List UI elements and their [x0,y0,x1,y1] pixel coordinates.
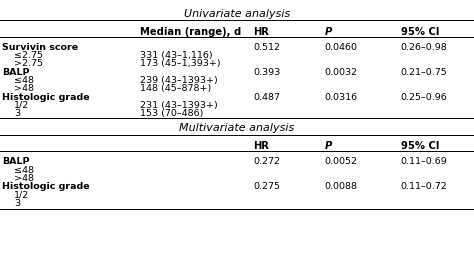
Text: >48: >48 [14,84,34,93]
Text: 0.0088: 0.0088 [325,182,358,191]
Text: 0.272: 0.272 [254,157,281,166]
Text: ≤48: ≤48 [14,166,34,175]
Text: 331 (43–1,116): 331 (43–1,116) [140,51,212,60]
Text: 95% CI: 95% CI [401,27,439,37]
Text: Median (range), d: Median (range), d [140,27,241,37]
Text: Histologic grade: Histologic grade [2,93,90,102]
Text: 0.393: 0.393 [254,68,281,77]
Text: P: P [325,141,332,151]
Text: ≤48: ≤48 [14,76,34,85]
Text: Survivin score: Survivin score [2,43,79,52]
Text: 0.11–0.72: 0.11–0.72 [401,182,447,191]
Text: Multivariate analysis: Multivariate analysis [179,123,295,133]
Text: P: P [325,27,332,37]
Text: 153 (70–486): 153 (70–486) [140,109,203,118]
Text: BALP: BALP [2,157,30,166]
Text: Histologic grade: Histologic grade [2,182,90,191]
Text: 231 (43–1393+): 231 (43–1393+) [140,101,218,110]
Text: 0.21–0.75: 0.21–0.75 [401,68,447,77]
Text: HR: HR [254,141,269,151]
Text: Univariate analysis: Univariate analysis [184,9,290,19]
Text: 148 (45–878+): 148 (45–878+) [140,84,211,93]
Text: HR: HR [254,27,269,37]
Text: 0.25–0.96: 0.25–0.96 [401,93,447,102]
Text: 0.0316: 0.0316 [325,93,358,102]
Text: 1/2: 1/2 [14,190,29,199]
Text: 0.275: 0.275 [254,182,281,191]
Text: 0.512: 0.512 [254,43,281,52]
Text: BALP: BALP [2,68,30,77]
Text: 0.26–0.98: 0.26–0.98 [401,43,447,52]
Text: 0.11–0.69: 0.11–0.69 [401,157,447,166]
Text: ≤2.75: ≤2.75 [14,51,43,60]
Text: 1/2: 1/2 [14,101,29,110]
Text: >48: >48 [14,174,34,183]
Text: 239 (43–1393+): 239 (43–1393+) [140,76,218,85]
Text: 0.487: 0.487 [254,93,281,102]
Text: 3: 3 [14,199,20,208]
Text: >2.75: >2.75 [14,59,43,68]
Text: 173 (45–1,393+): 173 (45–1,393+) [140,59,220,68]
Text: 95% CI: 95% CI [401,141,439,151]
Text: 0.0052: 0.0052 [325,157,358,166]
Text: 0.0460: 0.0460 [325,43,358,52]
Text: 3: 3 [14,109,20,118]
Text: 0.0032: 0.0032 [325,68,358,77]
